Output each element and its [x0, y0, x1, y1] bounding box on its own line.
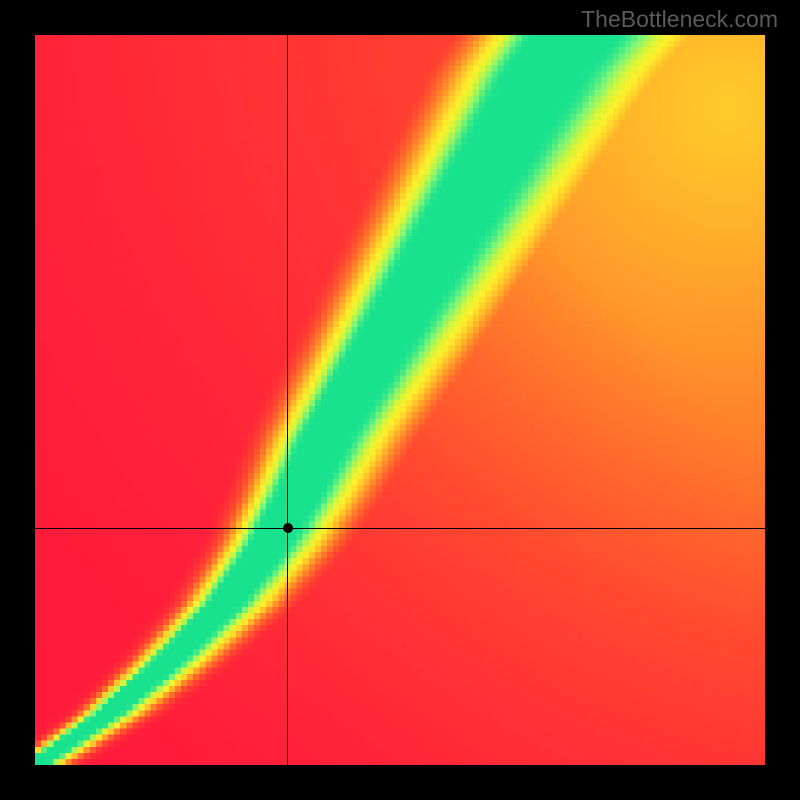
crosshair-horizontal [35, 528, 765, 529]
watermark-text: TheBottleneck.com [581, 6, 778, 33]
crosshair-vertical [287, 35, 288, 765]
chart-container: TheBottleneck.com [0, 0, 800, 800]
bottleneck-heatmap [35, 35, 765, 765]
